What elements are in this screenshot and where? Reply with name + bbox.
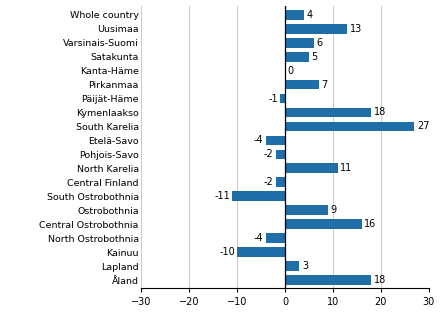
Text: -1: -1 [268, 94, 278, 104]
Text: 27: 27 [417, 121, 429, 132]
Bar [285, 52, 309, 61]
Bar [280, 94, 285, 103]
Text: 11: 11 [340, 163, 352, 173]
Text: -10: -10 [219, 247, 235, 257]
Bar [275, 150, 285, 159]
Text: 9: 9 [331, 205, 337, 215]
Bar [285, 24, 347, 34]
Bar [285, 121, 415, 131]
Bar [285, 164, 338, 173]
Bar [285, 107, 371, 117]
Text: 5: 5 [312, 52, 318, 61]
Text: 18: 18 [373, 275, 386, 285]
Text: 3: 3 [302, 261, 308, 271]
Bar [285, 205, 328, 215]
Bar [285, 80, 319, 89]
Text: 7: 7 [321, 80, 327, 90]
Bar [285, 261, 300, 271]
Text: 0: 0 [287, 66, 293, 75]
Text: -4: -4 [254, 135, 263, 146]
Text: 4: 4 [307, 10, 313, 20]
Text: 16: 16 [364, 219, 376, 229]
Text: -11: -11 [214, 191, 230, 201]
Bar [285, 38, 314, 48]
Text: 13: 13 [350, 24, 362, 34]
Bar [285, 275, 371, 285]
Text: 18: 18 [373, 107, 386, 118]
Text: -4: -4 [254, 233, 263, 243]
Bar [285, 10, 304, 20]
Bar [266, 136, 285, 145]
Bar [266, 233, 285, 243]
Text: -2: -2 [263, 149, 273, 159]
Bar [275, 178, 285, 187]
Text: -2: -2 [263, 177, 273, 187]
Text: 6: 6 [316, 38, 322, 48]
Bar [232, 191, 285, 201]
Bar [285, 219, 362, 229]
Bar [237, 247, 285, 257]
